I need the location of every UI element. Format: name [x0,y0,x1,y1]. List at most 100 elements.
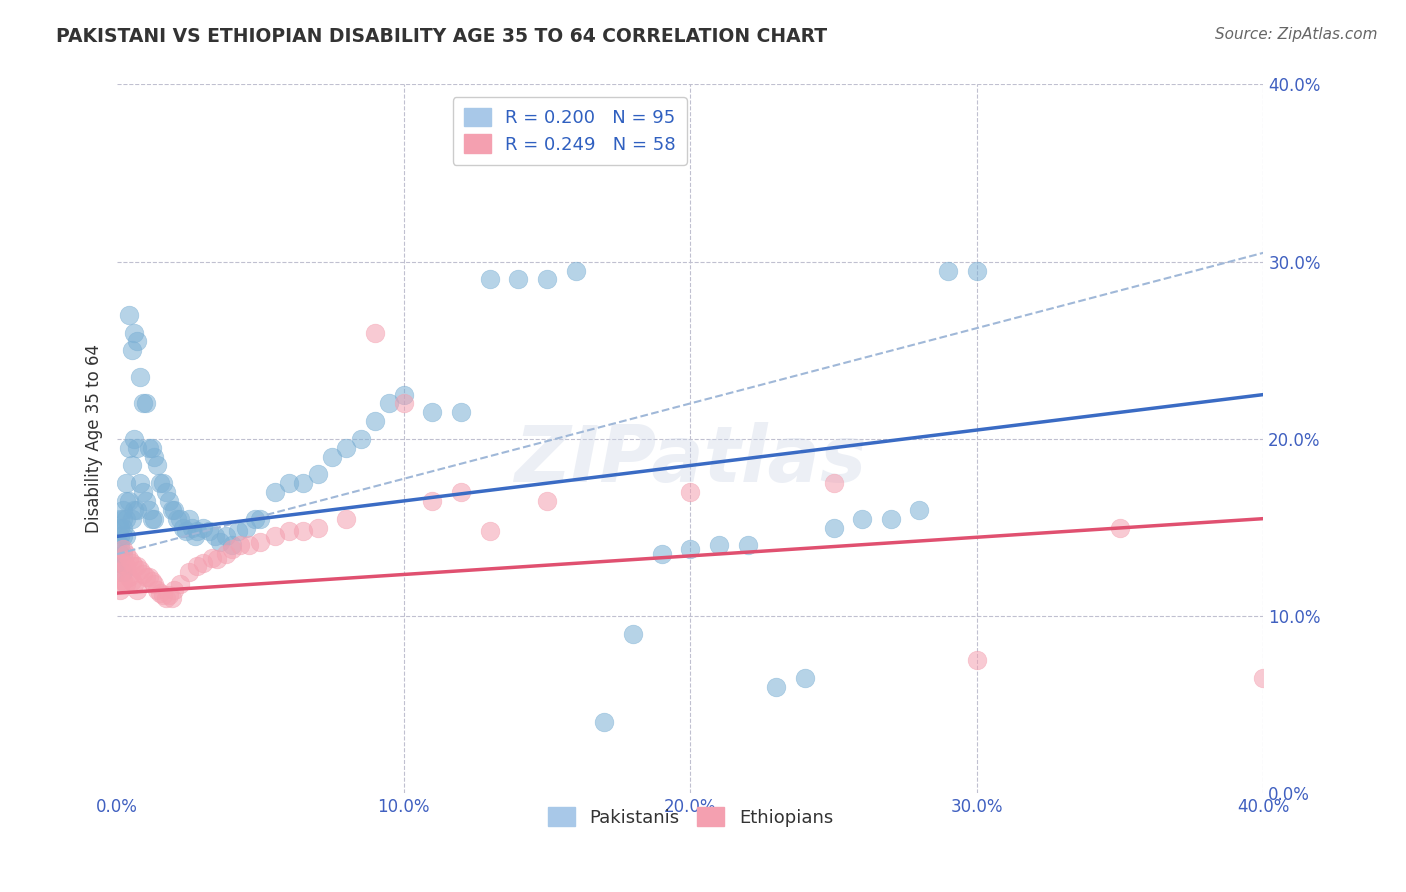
Point [180,520,202,534]
Point [155,485,177,500]
Point [621,627,644,641]
Point [450,485,472,500]
Point [215,547,238,561]
Point [111,529,134,543]
Point [307,520,329,534]
Point [108,520,131,534]
Point [135,396,157,410]
Point [392,387,415,401]
Point [108,556,131,570]
Point [114,559,136,574]
Point [679,541,702,556]
Point [114,529,136,543]
Point [966,263,988,277]
Point [138,570,160,584]
Point [157,588,180,602]
Point [143,577,166,591]
Point [201,550,224,565]
Point [392,396,415,410]
Point [177,565,200,579]
Point [207,552,229,566]
Point [111,547,134,561]
Point [146,582,169,597]
Point [478,524,501,538]
Point [114,547,136,561]
Point [141,511,163,525]
Point [143,511,166,525]
Point [737,538,759,552]
Point [108,556,131,570]
Point [121,458,143,473]
Point [183,529,205,543]
Point [335,511,357,525]
Point [263,529,285,543]
Point [132,396,155,410]
Point [132,485,155,500]
Point [111,556,134,570]
Legend: Pakistanis, Ethiopians: Pakistanis, Ethiopians [540,800,841,834]
Point [111,565,134,579]
Point [292,476,315,491]
Point [169,577,191,591]
Point [1253,671,1275,685]
Point [177,511,200,525]
Point [335,441,357,455]
Point [229,538,252,552]
Point [422,405,444,419]
Point [823,476,845,491]
Point [215,529,238,543]
Point [114,511,136,525]
Text: Source: ZipAtlas.com: Source: ZipAtlas.com [1215,27,1378,42]
Point [111,541,134,556]
Point [124,559,146,574]
Point [422,494,444,508]
Point [108,547,131,561]
Point [121,511,143,525]
Point [679,485,702,500]
Point [1109,520,1132,534]
Point [966,653,988,667]
Point [186,559,208,574]
Point [198,524,221,538]
Point [118,494,141,508]
Point [129,563,152,577]
Point [238,538,260,552]
Point [121,343,143,358]
Point [143,450,166,464]
Point [114,494,136,508]
Point [172,520,194,534]
Point [263,485,285,500]
Point [129,476,152,491]
Point [249,511,271,525]
Point [157,494,180,508]
Point [191,556,214,570]
Point [138,503,160,517]
Point [765,680,787,694]
Point [186,524,208,538]
Point [108,565,131,579]
Point [129,369,152,384]
Point [278,524,301,538]
Point [160,591,183,606]
Point [124,326,146,340]
Point [249,534,271,549]
Point [118,552,141,566]
Point [163,582,186,597]
Point [127,559,149,574]
Point [108,574,131,588]
Point [155,591,177,606]
Point [111,511,134,525]
Point [118,441,141,455]
Point [350,432,373,446]
Point [707,538,730,552]
Point [108,538,131,552]
Point [880,511,903,525]
Point [823,520,845,534]
Point [111,574,134,588]
Point [111,520,134,534]
Point [378,396,401,410]
Point [235,520,257,534]
Point [204,529,226,543]
Point [851,511,873,525]
Point [163,503,186,517]
